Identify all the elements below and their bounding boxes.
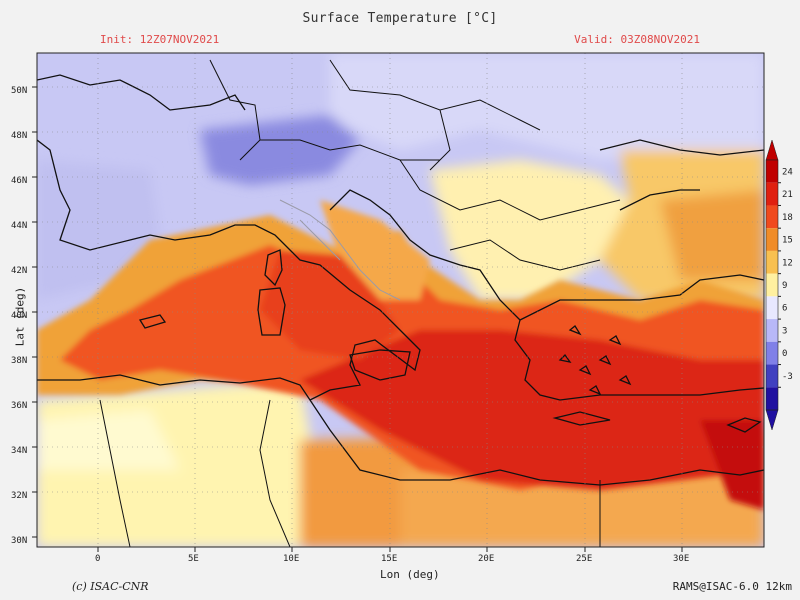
y-tick-label: 42N xyxy=(11,266,27,276)
colorbar-segment xyxy=(766,250,778,274)
y-tick-label: 34N xyxy=(11,446,27,456)
y-axis: 30N 32N 34N 36N 38N 40N 42N 44N 46N 48N … xyxy=(11,86,37,546)
x-tick-label: 20E xyxy=(478,554,494,564)
colorbar-segment xyxy=(766,341,778,365)
colorbar-tick-label: 24 xyxy=(782,167,793,177)
y-tick-label: 50N xyxy=(11,86,27,96)
y-tick-label: 36N xyxy=(11,401,27,411)
x-tick-label: 30E xyxy=(673,554,689,564)
y-tick-label: 30N xyxy=(11,536,27,546)
colorbar-tick-label: -3 xyxy=(782,372,793,382)
colorbar-segment xyxy=(766,273,778,297)
y-tick-label: 46N xyxy=(11,176,27,186)
colorbar-max-arrow xyxy=(765,139,779,161)
colorbar-tick-label: 6 xyxy=(782,304,787,314)
temperature-field xyxy=(37,53,764,547)
colorbar-tick-label: 12 xyxy=(782,258,793,268)
colorbar-segment xyxy=(766,228,778,251)
colorbar-segment xyxy=(766,296,778,320)
model-label: RAMS@ISAC-6.0 12km xyxy=(672,580,792,593)
colorbar-segment xyxy=(766,182,778,206)
x-tick-label: 15E xyxy=(381,554,397,564)
init-time-label: Init: 12Z07NOV2021 xyxy=(100,33,220,46)
y-tick-label: 32N xyxy=(11,491,27,501)
x-tick-label: 25E xyxy=(576,554,592,564)
colorbar-min-arrow xyxy=(765,409,779,431)
colorbar-tick-label: 15 xyxy=(782,236,793,246)
colorbar-segment xyxy=(766,160,778,183)
valid-time-label: Valid: 03Z08NOV2021 xyxy=(574,33,700,46)
colorbar: 24 21 18 15 12 9 6 3 0 -3 xyxy=(765,139,793,431)
x-tick-label: 5E xyxy=(188,554,199,564)
y-tick-label: 38N xyxy=(11,356,27,366)
colorbar-tick-label: 3 xyxy=(782,326,787,336)
rivers xyxy=(279,199,401,301)
y-tick-label: 40N xyxy=(11,311,27,321)
y-tick-label: 44N xyxy=(11,221,27,231)
copyright-label: (c) ISAC-CNR xyxy=(72,580,149,593)
colorbar-segment xyxy=(766,387,778,410)
x-axis: 0 5E 10E 15E 20E 25E 30E xyxy=(95,547,689,564)
chart-title: Surface Temperature [°C] xyxy=(302,11,498,26)
graticule xyxy=(37,53,764,547)
x-tick-label: 10E xyxy=(283,554,299,564)
y-axis-label: Lat (deg) xyxy=(13,286,27,347)
colorbar-segment xyxy=(766,205,778,229)
colorbar-segment xyxy=(766,319,778,342)
colorbar-tick-label: 21 xyxy=(782,190,793,200)
y-tick-label: 48N xyxy=(11,131,27,141)
x-axis-label: Lon (deg) xyxy=(380,568,440,581)
colorbar-tick-label: 9 xyxy=(782,281,787,291)
x-tick-label: 0 xyxy=(95,554,100,564)
colorbar-segment xyxy=(766,364,778,388)
map-frame xyxy=(36,52,765,548)
colorbar-tick-label: 18 xyxy=(782,213,793,223)
coastlines xyxy=(37,74,764,486)
colorbar-tick-label: 0 xyxy=(782,349,787,359)
country-borders xyxy=(99,59,621,547)
